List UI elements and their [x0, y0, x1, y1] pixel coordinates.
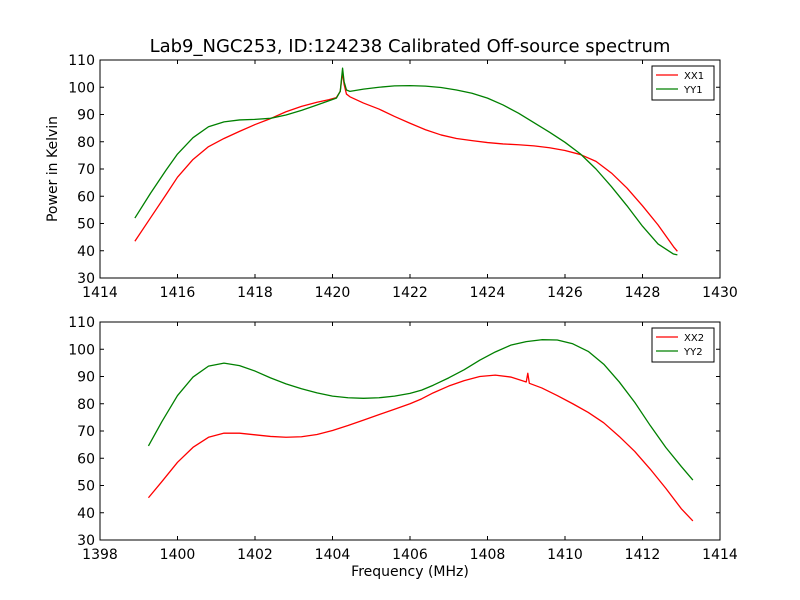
y-tick-label: 80	[77, 397, 95, 413]
bottom-plot: 1398 1400 1402 1404 1406 1408 1410 1412 1414 30 40…	[68, 315, 738, 563]
y-tick-label: 110	[68, 315, 95, 331]
legend-box	[651, 327, 715, 363]
x-tick-label: 1418	[237, 285, 273, 301]
series-line-xx2	[147, 372, 694, 522]
y-axis-label: Power in Kelvin	[45, 116, 61, 222]
y-tick-label: 100	[68, 80, 95, 96]
series-line-yy1	[134, 67, 678, 256]
x-tick-label: 1428	[625, 285, 661, 301]
chart-title: Lab9_NGC253, ID:124238 Calibrated Off-so…	[150, 36, 671, 57]
x-axis-label: Frequency (MHz)	[351, 564, 469, 580]
y-tick-label: 110	[68, 53, 95, 69]
x-tick-label: 1412	[625, 547, 661, 563]
legend-label-yy2: YY2	[683, 347, 703, 358]
y-tick-label: 60	[77, 189, 95, 205]
x-tick-label: 1414	[702, 547, 738, 563]
x-tick-label: 1406	[392, 547, 428, 563]
x-tick-label: 1410	[547, 547, 583, 563]
legend-label-xx2: XX2	[684, 333, 704, 344]
x-tick-label: 1404	[315, 547, 351, 563]
x-tick-label: 1400	[160, 547, 196, 563]
x-tick-label: 1402	[237, 547, 273, 563]
y-tick-label: 50	[77, 217, 95, 233]
y-tick-label: 30	[77, 271, 95, 287]
y-tick-label: 100	[68, 342, 95, 358]
y-tick-label: 90	[77, 108, 95, 124]
x-tick-label: 1426	[547, 285, 583, 301]
y-tick-label: 50	[77, 479, 95, 495]
x-tick-label: 1398	[82, 547, 118, 563]
x-tick-label: 1414	[82, 285, 118, 301]
x-tick-label: 1416	[160, 285, 196, 301]
legend-box	[651, 65, 715, 101]
y-tick-label: 40	[77, 506, 95, 522]
x-tick-label: 1424	[470, 285, 506, 301]
legend-label-yy1: YY1	[683, 85, 703, 96]
x-tick-label: 1408	[470, 547, 506, 563]
x-tick-label: 1420	[315, 285, 351, 301]
series-line-yy2	[147, 339, 694, 481]
x-tick-label: 1422	[392, 285, 428, 301]
x-tick-label: 1430	[702, 285, 738, 301]
y-tick-label: 40	[77, 244, 95, 260]
y-tick-label: 70	[77, 424, 95, 440]
y-tick-label: 90	[77, 370, 95, 386]
y-tick-label: 70	[77, 162, 95, 178]
y-tick-label: 30	[77, 533, 95, 549]
legend-label-xx1: XX1	[684, 71, 704, 82]
y-tick-label: 80	[77, 135, 95, 151]
y-tick-label: 60	[77, 451, 95, 467]
top-plot: 1414 1416 1418 1420 1422 1424 1426 1428 1430 30 40…	[68, 53, 738, 301]
